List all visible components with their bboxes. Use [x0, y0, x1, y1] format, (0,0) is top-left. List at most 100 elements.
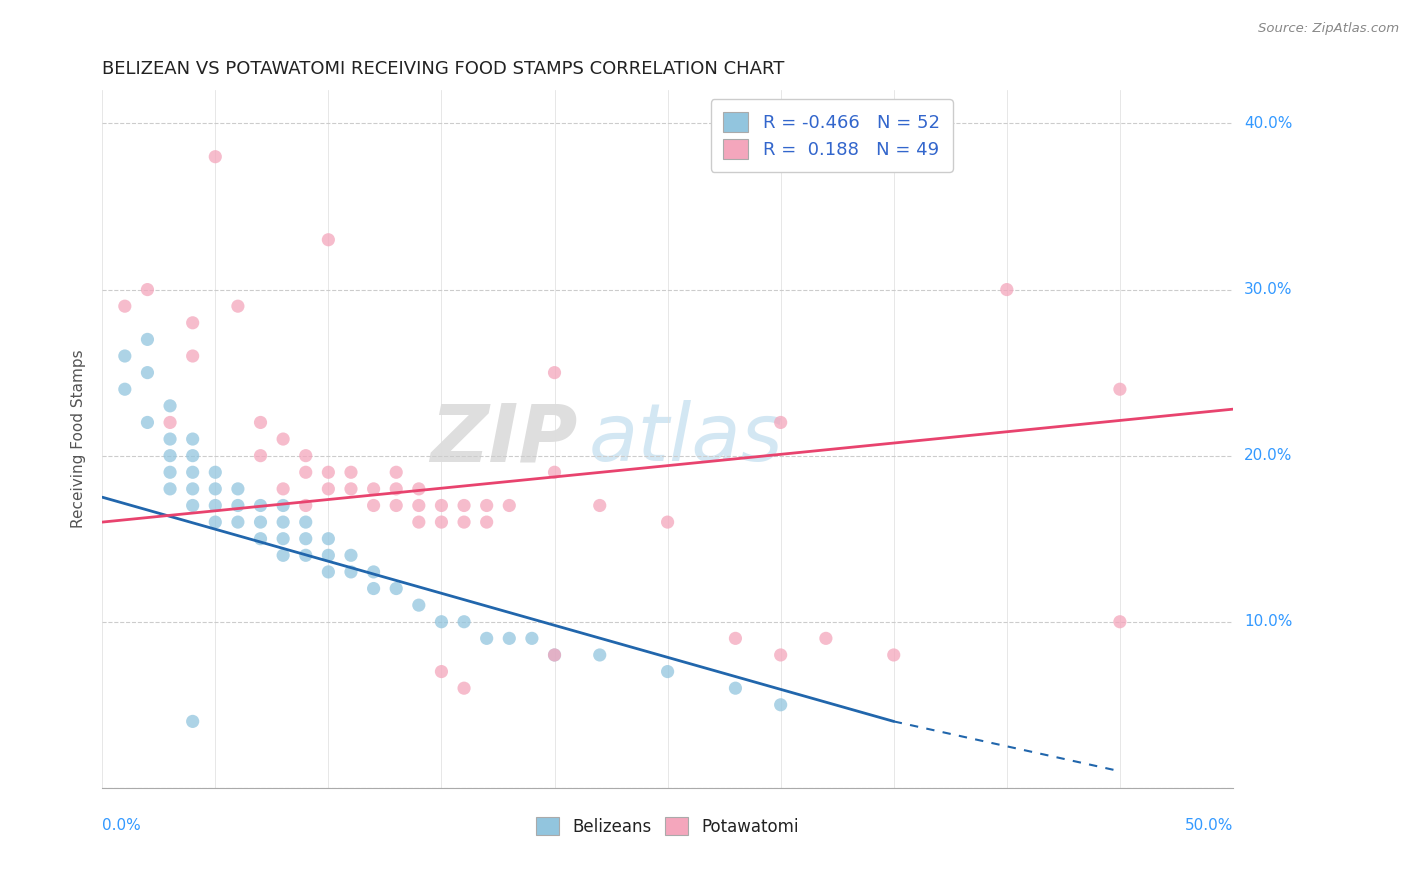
Point [769, 648, 792, 662]
Point [204, 499, 226, 513]
Text: 10.0%: 10.0% [1244, 615, 1292, 629]
Point [204, 515, 226, 529]
Point [1109, 615, 1132, 629]
Point [995, 283, 1018, 297]
Point [475, 515, 498, 529]
Point [318, 482, 340, 496]
Point [271, 499, 294, 513]
Y-axis label: Receiving Food Stamps: Receiving Food Stamps [72, 350, 86, 528]
Text: 50.0%: 50.0% [1185, 818, 1233, 833]
Point [520, 632, 543, 646]
Point [814, 632, 837, 646]
Point [294, 549, 316, 563]
Point [249, 499, 271, 513]
Point [159, 416, 181, 430]
Point [204, 482, 226, 496]
Point [249, 515, 271, 529]
Text: atlas: atlas [589, 400, 783, 478]
Point [136, 283, 159, 297]
Point [181, 449, 204, 463]
Point [475, 632, 498, 646]
Point [408, 515, 430, 529]
Point [136, 332, 159, 346]
Point [340, 482, 363, 496]
Text: ZIP: ZIP [430, 400, 576, 478]
Point [159, 465, 181, 479]
Point [294, 532, 316, 546]
Point [385, 482, 408, 496]
Point [226, 499, 249, 513]
Point [249, 449, 271, 463]
Point [724, 681, 747, 696]
Point [363, 499, 385, 513]
Point [318, 549, 340, 563]
Point [114, 382, 136, 396]
Text: 20.0%: 20.0% [1244, 448, 1292, 463]
Point [340, 465, 363, 479]
Point [498, 632, 520, 646]
Point [543, 366, 565, 380]
Text: Source: ZipAtlas.com: Source: ZipAtlas.com [1258, 22, 1399, 36]
Point [294, 465, 316, 479]
Point [204, 150, 226, 164]
Point [181, 465, 204, 479]
Point [181, 432, 204, 446]
Point [453, 615, 475, 629]
Point [769, 698, 792, 712]
Point [385, 582, 408, 596]
Point [498, 499, 520, 513]
Point [589, 648, 612, 662]
Point [430, 515, 453, 529]
Point [271, 515, 294, 529]
Point [181, 349, 204, 363]
Point [114, 299, 136, 313]
Point [318, 532, 340, 546]
Point [385, 465, 408, 479]
Point [724, 632, 747, 646]
Point [453, 681, 475, 696]
Point [204, 465, 226, 479]
Point [340, 565, 363, 579]
Point [226, 299, 249, 313]
Point [363, 582, 385, 596]
Point [543, 465, 565, 479]
Point [589, 499, 612, 513]
Point [340, 549, 363, 563]
Point [430, 499, 453, 513]
Text: 30.0%: 30.0% [1244, 282, 1292, 297]
Point [159, 399, 181, 413]
Point [657, 665, 679, 679]
Text: BELIZEAN VS POTAWATOMI RECEIVING FOOD STAMPS CORRELATION CHART: BELIZEAN VS POTAWATOMI RECEIVING FOOD ST… [103, 60, 785, 78]
Point [181, 482, 204, 496]
Point [1109, 382, 1132, 396]
Point [159, 482, 181, 496]
Point [363, 482, 385, 496]
Point [543, 648, 565, 662]
Point [271, 549, 294, 563]
Point [249, 416, 271, 430]
Point [249, 532, 271, 546]
Point [271, 432, 294, 446]
Point [453, 499, 475, 513]
Point [226, 515, 249, 529]
Point [114, 349, 136, 363]
Point [294, 515, 316, 529]
Point [453, 515, 475, 529]
Point [408, 598, 430, 612]
Point [408, 482, 430, 496]
Point [136, 416, 159, 430]
Point [181, 316, 204, 330]
Point [318, 465, 340, 479]
Point [294, 449, 316, 463]
Text: 0.0%: 0.0% [103, 818, 141, 833]
Point [226, 482, 249, 496]
Text: 40.0%: 40.0% [1244, 116, 1292, 131]
Point [318, 565, 340, 579]
Point [136, 366, 159, 380]
Point [318, 233, 340, 247]
Point [475, 499, 498, 513]
Point [159, 432, 181, 446]
Point [769, 416, 792, 430]
Point [159, 449, 181, 463]
Point [543, 648, 565, 662]
